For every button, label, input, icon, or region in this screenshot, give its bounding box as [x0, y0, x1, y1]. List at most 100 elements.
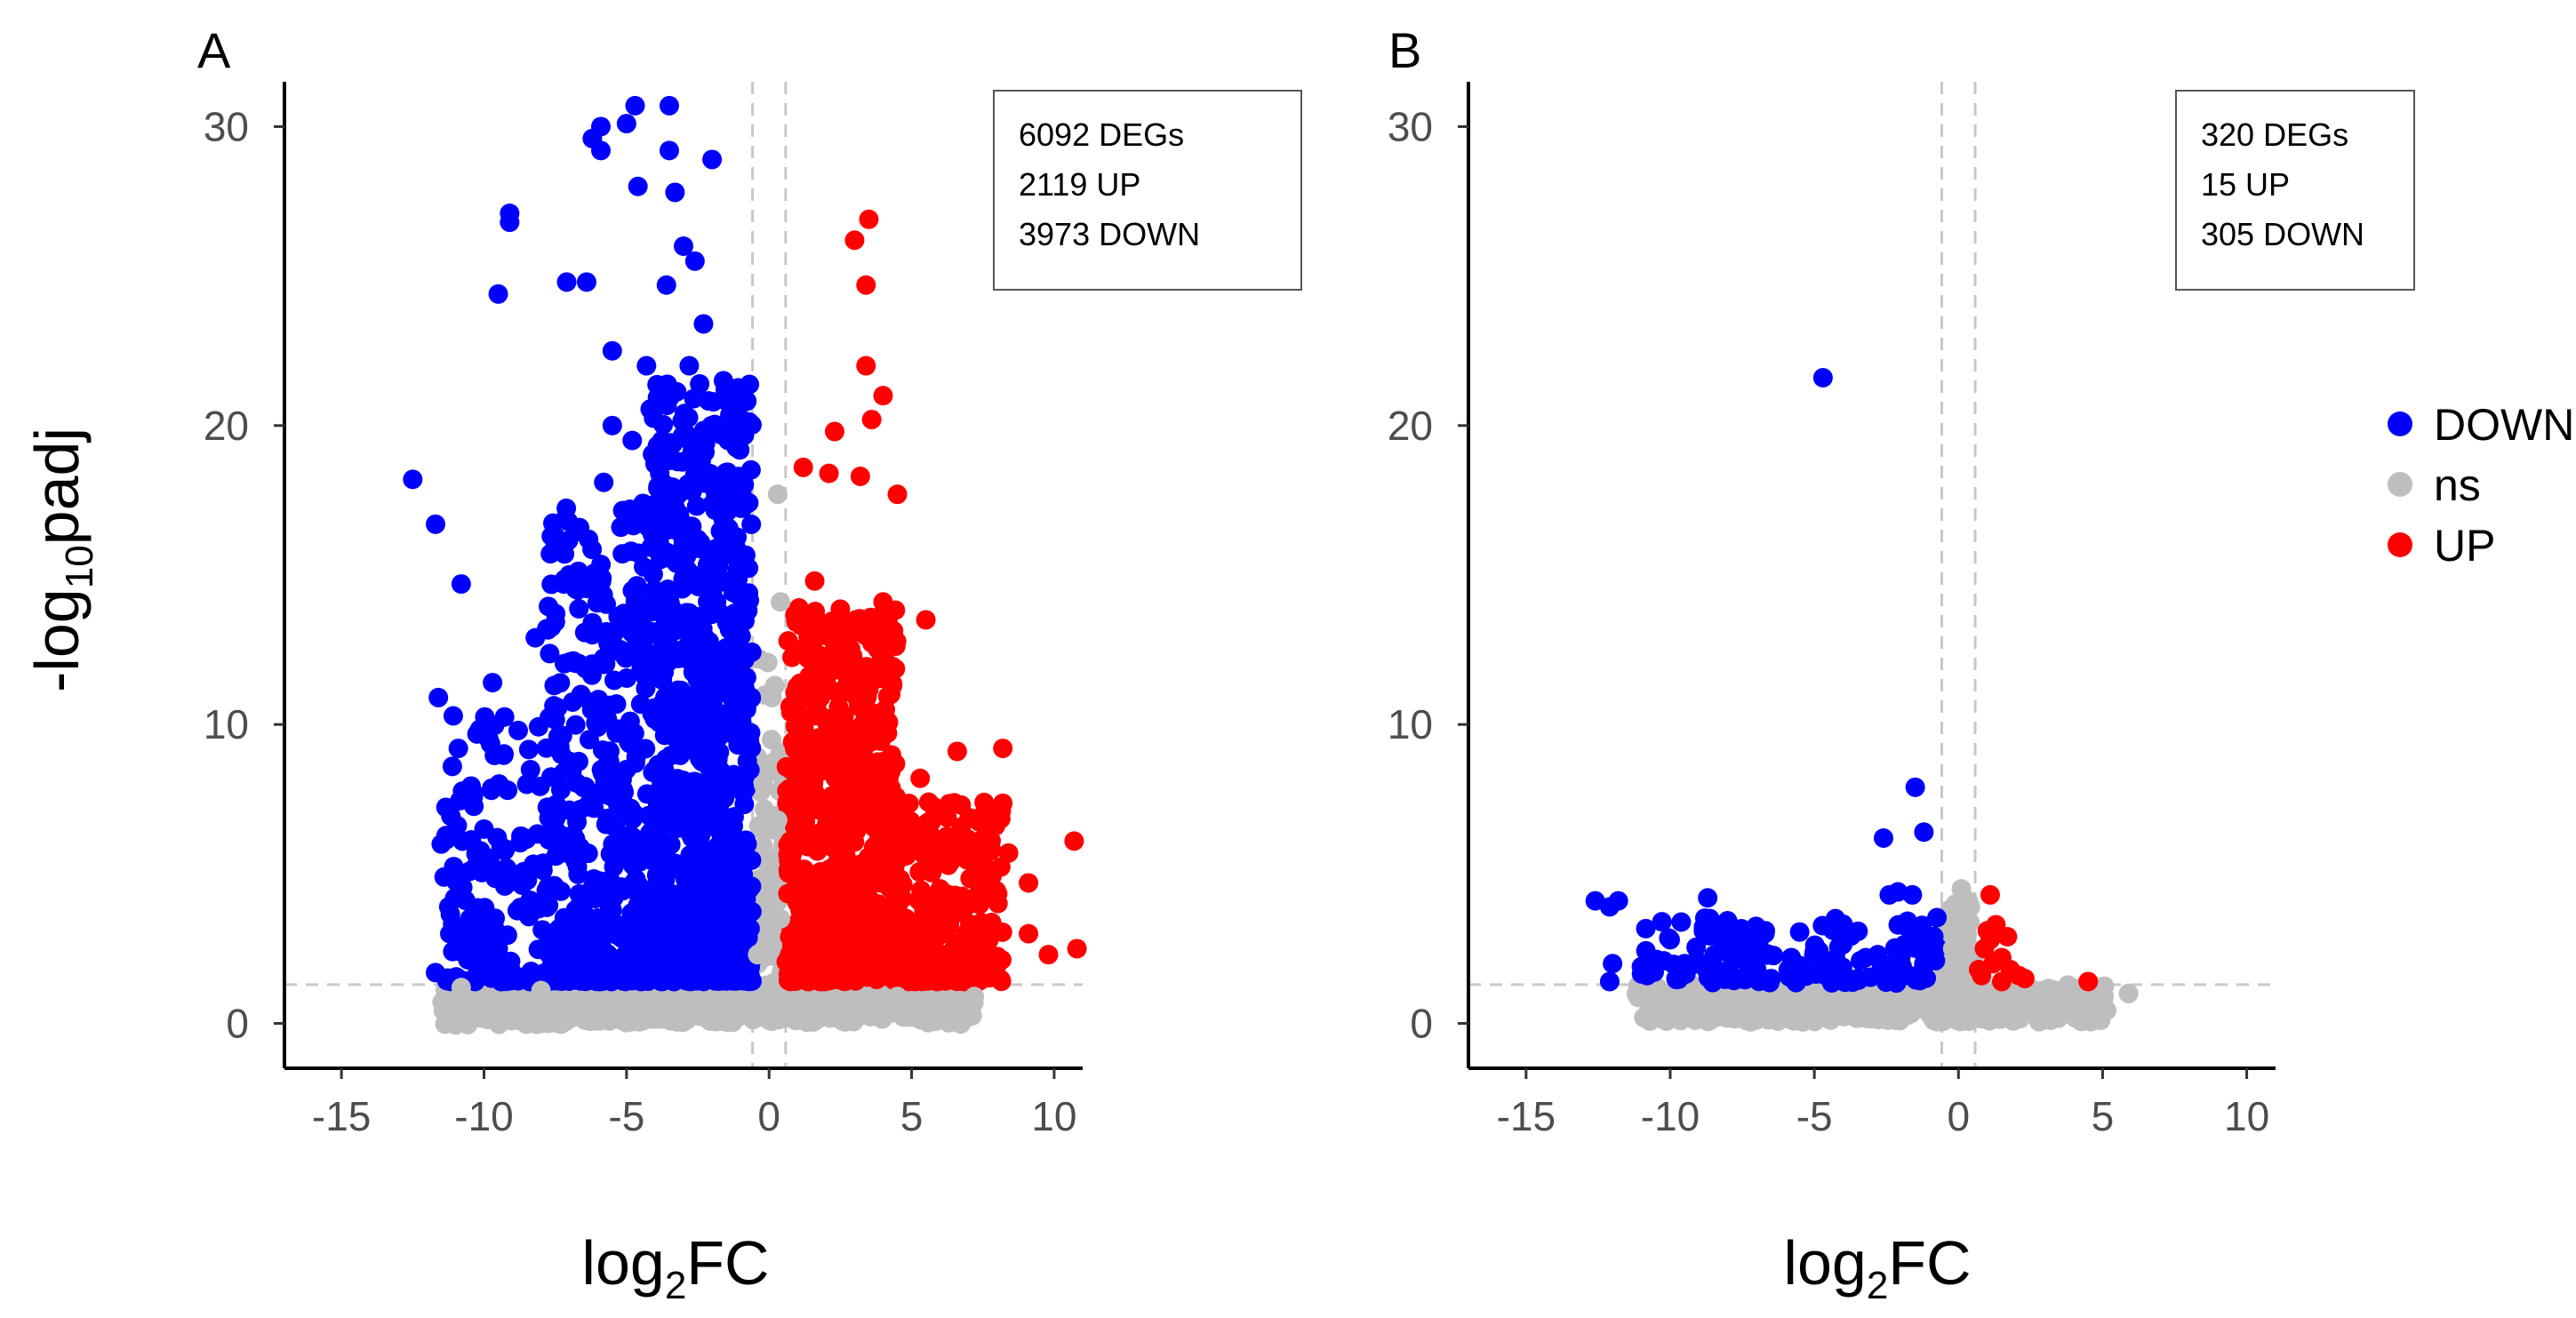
point-up-a [833, 757, 853, 778]
point-down-a [622, 903, 643, 923]
point-down-a [693, 967, 714, 987]
point-down-a [693, 668, 714, 689]
point-down-a [460, 776, 481, 796]
point-down-a [612, 544, 633, 564]
point-down-a [545, 535, 565, 555]
point-down-a [516, 774, 537, 795]
point-down-a [606, 694, 627, 715]
point-down-a [425, 514, 445, 534]
point-down-a [588, 967, 609, 987]
point-up-a [857, 967, 877, 987]
point-down-b [1804, 941, 1825, 962]
point-up-a [896, 908, 916, 929]
point-down-a [482, 778, 502, 798]
point-down-a [683, 862, 703, 883]
point-down-a [475, 707, 495, 727]
point-down-a [403, 469, 423, 490]
x-tick-label-b: 5 [2092, 1093, 2115, 1139]
point-down-a [725, 775, 746, 795]
point-down-a [738, 928, 758, 948]
point-down-b [1873, 828, 1893, 848]
point-down-a [726, 727, 747, 747]
panel-a: A 0 10 20 30 -15 -10 -5 0 5 10 6092 DEGs 2119 UP 3973… [197, 22, 1302, 1139]
point-down-a [464, 796, 484, 817]
point-up-a [892, 847, 912, 867]
point-up-a [956, 894, 977, 915]
point-down-a [630, 694, 651, 715]
y-tick-label-a: 30 [204, 103, 249, 149]
legend-ns-dot [2388, 472, 2412, 497]
point-down-a [625, 804, 645, 825]
point-down-a [622, 430, 643, 451]
point-up-a [788, 640, 808, 660]
point-ns-b [1957, 923, 1978, 944]
deg-summary-line-b: 305 DOWN [2201, 216, 2364, 252]
point-down-a [567, 923, 588, 943]
point-down-a [732, 498, 753, 518]
point-down-a [737, 391, 757, 411]
point-up-a [980, 804, 1001, 825]
point-down-b [1796, 966, 1817, 987]
point-down-a [428, 687, 449, 707]
point-down-a [566, 773, 587, 794]
point-down-a [718, 430, 739, 451]
point-up-a [873, 386, 893, 406]
point-ns-b [1736, 1010, 1756, 1031]
point-down-a [684, 388, 704, 409]
point-ns-a [771, 592, 791, 612]
point-down-a [628, 176, 648, 196]
point-down-a [681, 472, 701, 492]
point-down-a [631, 650, 652, 670]
x-axis-title-b: log2FC [1783, 1228, 1971, 1307]
point-down-a [494, 841, 515, 861]
point-down-a [671, 680, 692, 700]
point-up-a [993, 739, 1013, 759]
point-down-a [708, 749, 728, 770]
point-down-b [1851, 950, 1871, 971]
point-down-a [565, 849, 586, 869]
point-down-a [596, 814, 616, 835]
point-down-a [440, 923, 460, 944]
point-up-a [957, 970, 978, 990]
point-down-a [670, 523, 691, 544]
point-down-a [452, 831, 473, 851]
point-down-a [532, 939, 553, 959]
point-up-a [1019, 923, 1039, 944]
deg-summary-line-b: 320 DEGs [2201, 116, 2348, 153]
point-down-b [1833, 932, 1853, 953]
point-up-a [868, 803, 889, 823]
y-tick-label-a: 10 [204, 701, 249, 747]
point-down-b [1712, 963, 1732, 983]
point-down-a [602, 340, 622, 361]
point-down-a [628, 543, 649, 563]
point-down-a [636, 784, 657, 804]
point-down-a [544, 696, 564, 716]
point-down-b [1666, 969, 1686, 989]
point-down-a [590, 952, 611, 972]
point-down-a [475, 898, 495, 918]
point-down-a [699, 548, 719, 569]
point-down-a [596, 653, 616, 674]
point-up-a [832, 615, 852, 635]
point-up-a [885, 636, 906, 657]
point-ns-b [2118, 983, 2139, 1003]
point-up-a [892, 923, 912, 944]
point-up-a [937, 807, 957, 827]
point-up-a [794, 605, 814, 626]
y-axis-title: -log10padj [22, 427, 101, 692]
point-ns-a [658, 1003, 678, 1024]
point-up-b [1974, 939, 1995, 959]
point-down-a [652, 653, 672, 674]
point-down-a [571, 684, 591, 705]
point-up-a [938, 969, 958, 989]
point-up-b [1986, 915, 2006, 935]
point-down-a [588, 783, 608, 803]
point-up-a [946, 840, 966, 860]
point-down-a [596, 922, 616, 942]
point-down-a [532, 860, 553, 881]
point-down-a [636, 836, 657, 857]
point-down-a [588, 690, 609, 710]
point-up-a [892, 801, 912, 821]
point-ns-b [1794, 1000, 1814, 1020]
